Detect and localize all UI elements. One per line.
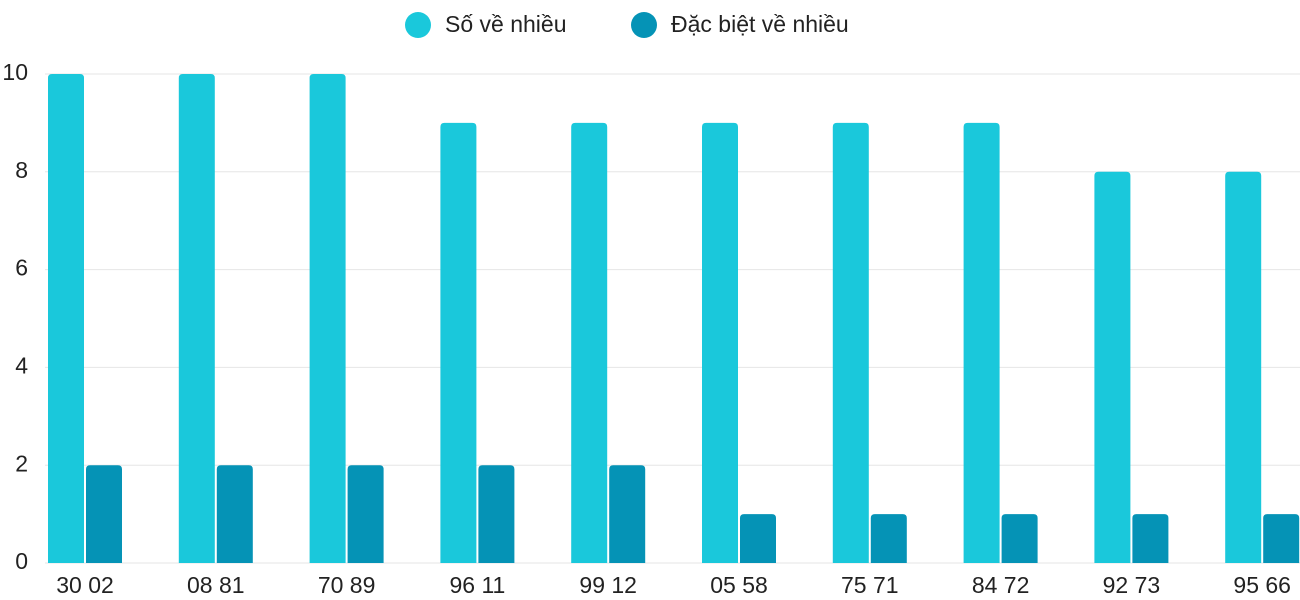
y-tick-label: 0 bbox=[15, 548, 28, 574]
bar bbox=[309, 74, 346, 563]
x-tick-label: 84 72 bbox=[972, 572, 1030, 598]
bar bbox=[1263, 514, 1300, 563]
x-tick-label: 70 89 bbox=[318, 572, 376, 598]
legend-label: Số về nhiều bbox=[445, 11, 566, 37]
x-tick-label: 08 81 bbox=[187, 572, 245, 598]
bar bbox=[48, 74, 84, 563]
legend-label: Đặc biệt về nhiều bbox=[671, 11, 849, 37]
y-tick-label: 10 bbox=[2, 59, 28, 85]
bar bbox=[832, 122, 869, 564]
x-tick-label: 99 12 bbox=[579, 572, 637, 598]
bar bbox=[440, 122, 477, 564]
legend-marker bbox=[405, 12, 431, 38]
y-tick-label: 8 bbox=[15, 157, 28, 183]
legend-marker bbox=[631, 12, 657, 38]
x-tick-label: 05 58 bbox=[710, 572, 768, 598]
x-tick-label: 75 71 bbox=[841, 572, 899, 598]
bar bbox=[1132, 514, 1169, 563]
bar bbox=[963, 122, 1000, 564]
x-tick-label: 95 66 bbox=[1233, 572, 1291, 598]
x-tick-label: 30 02 bbox=[56, 572, 114, 598]
bar bbox=[740, 514, 776, 563]
bar bbox=[702, 122, 738, 564]
y-tick-label: 4 bbox=[15, 352, 28, 378]
bar bbox=[1094, 171, 1131, 564]
x-tick-label: 96 11 bbox=[449, 572, 505, 598]
bar bbox=[178, 74, 215, 563]
y-tick-label: 6 bbox=[15, 255, 28, 281]
bar bbox=[1225, 171, 1262, 564]
bar bbox=[478, 465, 515, 563]
bar bbox=[1001, 514, 1038, 563]
y-tick-label: 2 bbox=[15, 450, 28, 476]
bar bbox=[571, 122, 608, 564]
bar bbox=[216, 465, 253, 563]
bar bbox=[347, 465, 384, 563]
x-tick-label: 92 73 bbox=[1103, 572, 1161, 598]
bar bbox=[870, 514, 907, 563]
bar bbox=[86, 465, 122, 563]
bar bbox=[609, 465, 646, 563]
